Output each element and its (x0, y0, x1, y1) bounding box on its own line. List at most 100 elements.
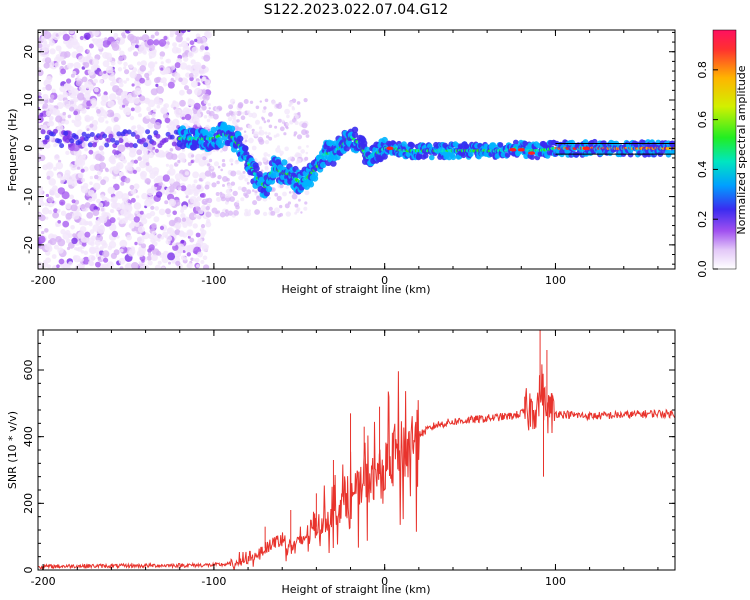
noise-cell (283, 123, 287, 126)
noise-cell (38, 91, 42, 97)
noise-cell (50, 94, 55, 99)
noise-cell (298, 198, 301, 202)
noise-cell (244, 139, 248, 143)
noise-cell (155, 83, 159, 87)
noise-cell (86, 212, 94, 219)
noise-cell (266, 119, 271, 123)
noise-cell (136, 149, 143, 156)
noise-cell (135, 210, 139, 214)
y-tick-label: 400 (22, 426, 35, 447)
spectrogram-x-ticks: -200 -100 0 100 (31, 30, 659, 287)
noise-cell (154, 264, 161, 269)
noise-cell (241, 174, 246, 179)
noise-cell (65, 229, 71, 236)
noise-cell (200, 224, 206, 229)
noise-cell (38, 196, 44, 202)
noise-cell (70, 38, 78, 46)
ridge-halo (381, 136, 388, 144)
noise-cell (109, 93, 117, 101)
y-tick-label: 20 (22, 45, 35, 59)
y-tick-label: 0 (22, 145, 35, 152)
noise-cell (139, 95, 146, 102)
ridge-halo (513, 139, 519, 146)
noise-cell (103, 266, 107, 269)
noise-cell (168, 198, 177, 207)
noise-cell (154, 206, 159, 211)
ridge-halo (429, 154, 435, 161)
noise-cell (38, 97, 45, 105)
noise-cell (57, 220, 61, 224)
noise-cell (102, 51, 110, 59)
noise-cell (264, 131, 268, 135)
ridge-halo (504, 152, 511, 158)
noise-cell (124, 216, 129, 221)
y-tick-label: 600 (22, 360, 35, 381)
noise-cell (177, 159, 181, 163)
noise-cell (296, 101, 301, 105)
noise-cell (57, 174, 62, 179)
noise-cell (297, 145, 302, 150)
noise-cell (112, 149, 117, 154)
noise-cell (94, 239, 101, 246)
noise-cell (133, 202, 142, 210)
noise-cell (56, 210, 60, 214)
noise-cell (193, 179, 198, 184)
noise-cell (246, 110, 251, 114)
noise-cell (151, 254, 158, 262)
noise-cell (206, 84, 211, 89)
noise-cell (180, 239, 185, 244)
noise-cell (39, 154, 46, 162)
colorbar-gradient (713, 30, 736, 269)
noise-cell (44, 57, 52, 64)
noise-cell (246, 189, 252, 195)
noise-cell (263, 106, 267, 110)
noise-cell (195, 206, 201, 212)
noise-cell (186, 252, 191, 257)
noise-cell (189, 76, 194, 82)
noise-cell (211, 171, 216, 176)
noise-cell (99, 246, 104, 251)
noise-cell (64, 169, 71, 176)
noise-cell (148, 244, 155, 251)
noise-cell (153, 39, 160, 46)
colorbar-label: Normalized spectral amplitude (735, 65, 748, 234)
noise-cell (110, 60, 116, 66)
noise-cell (284, 108, 290, 115)
colorbar-ticks: 0.0 0.2 0.4 0.6 0.8 (696, 29, 737, 278)
noise-cell (74, 114, 82, 122)
noise-cell (102, 242, 108, 249)
noise-cell (105, 127, 112, 133)
noise-cell (120, 181, 125, 186)
noise-cell (116, 96, 121, 101)
noise-cell (60, 68, 66, 75)
noise-cell (92, 30, 100, 37)
noise-cell (38, 43, 43, 49)
noise-cell (243, 130, 247, 133)
noise-cell (131, 262, 139, 269)
noise-cell (154, 31, 160, 36)
noise-cell (83, 182, 89, 189)
ridge-halo (351, 131, 359, 139)
noise-cell (262, 211, 268, 217)
noise-cell (247, 124, 253, 129)
noise-cell (99, 216, 108, 224)
band-cell (79, 136, 85, 142)
noise-cell (260, 169, 264, 173)
noise-cell (231, 118, 238, 125)
noise-cell (134, 241, 138, 246)
noise-cell (178, 43, 182, 48)
noise-cell (227, 210, 234, 216)
noise-cell (59, 85, 66, 93)
noise-cell (62, 220, 70, 228)
snr-y-ticks: 0 200 400 600 (22, 342, 675, 574)
noise-cell (185, 219, 189, 223)
noise-cell (148, 233, 154, 240)
colorbar: 0.0 0.2 0.4 0.6 0.8 Normalized spectral ampl… (696, 29, 748, 278)
noise-cell (146, 255, 152, 261)
noise-cell (186, 64, 192, 70)
noise-cell (285, 211, 291, 217)
noise-cell (135, 222, 140, 228)
noise-cell (180, 62, 188, 70)
noise-cell (172, 210, 177, 216)
band-cell (126, 129, 132, 135)
